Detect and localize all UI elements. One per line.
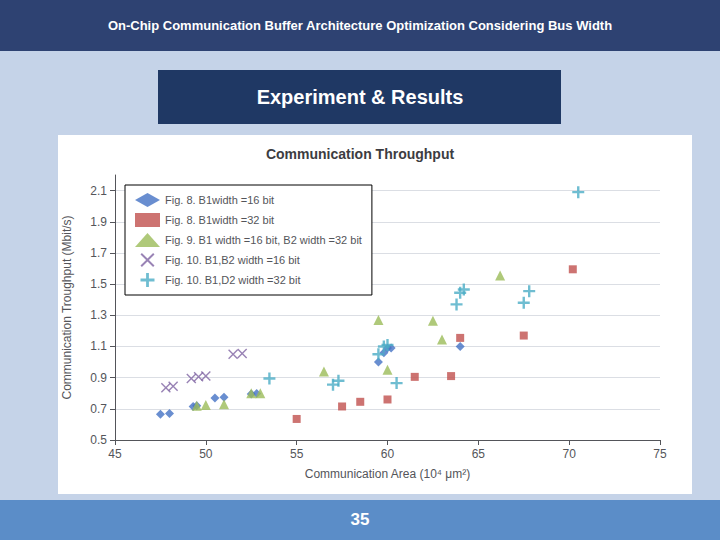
svg-text:1.1: 1.1	[90, 339, 107, 353]
svg-text:0.9: 0.9	[90, 371, 107, 385]
svg-text:Fig. 9. B1 width =16 bit, B2 w: Fig. 9. B1 width =16 bit, B2 width =32 b…	[165, 234, 362, 246]
svg-text:Fig. 8. B1width =16 bit: Fig. 8. B1width =16 bit	[165, 194, 274, 206]
svg-text:55: 55	[290, 447, 304, 461]
svg-text:Communication Troughput (Mbit/: Communication Troughput (Mbit/s)	[60, 215, 74, 399]
svg-text:On-Chip Communication Buffer A: On-Chip Communication Buffer Architectur…	[108, 18, 612, 33]
svg-text:60: 60	[381, 447, 395, 461]
svg-text:50: 50	[199, 447, 213, 461]
svg-text:0.5: 0.5	[90, 433, 107, 447]
svg-text:Experiment & Results: Experiment & Results	[257, 86, 464, 108]
svg-text:2.1: 2.1	[90, 184, 107, 198]
svg-text:1.7: 1.7	[90, 246, 107, 260]
svg-text:45: 45	[108, 447, 122, 461]
svg-text:0.7: 0.7	[90, 402, 107, 416]
svg-text:Fig. 8. B1width =32 bit: Fig. 8. B1width =32 bit	[165, 214, 274, 226]
svg-text:70: 70	[562, 447, 576, 461]
svg-text:Fig. 10. B1,B2 width =16 bit: Fig. 10. B1,B2 width =16 bit	[165, 254, 300, 266]
svg-text:Communication Area (10⁴ μm²): Communication Area (10⁴ μm²)	[305, 467, 470, 481]
svg-text:75: 75	[653, 447, 667, 461]
svg-text:Communication Throughput: Communication Throughput	[266, 146, 455, 162]
svg-text:35: 35	[351, 510, 370, 529]
svg-text:1.9: 1.9	[90, 215, 107, 229]
svg-text:Fig. 10. B1,D2 width =32 bit: Fig. 10. B1,D2 width =32 bit	[165, 274, 300, 286]
svg-text:65: 65	[472, 447, 486, 461]
svg-text:1.3: 1.3	[90, 308, 107, 322]
svg-text:1.5: 1.5	[90, 277, 107, 291]
